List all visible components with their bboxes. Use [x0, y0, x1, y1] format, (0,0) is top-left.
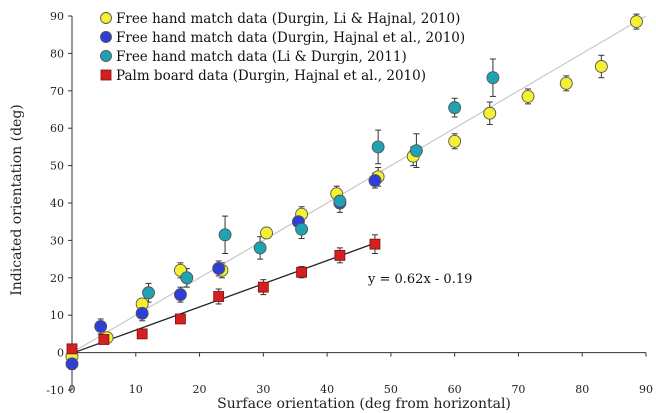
y-tick-label: 40 — [50, 197, 64, 210]
data-point-square — [98, 334, 110, 345]
data-point-circle — [218, 228, 232, 242]
data-point-circle — [253, 241, 267, 255]
y-tick-label: -10 — [46, 384, 64, 397]
data-point-circle — [135, 306, 149, 320]
legend-label: Free hand match data (Durgin, Hajnal et … — [116, 30, 465, 46]
tick-labels: -10 0 10 20 30 40 50 60 70 80 90 0 10 20 30 40 50 60 70 80 9… — [46, 10, 653, 397]
legend-label: Palm board data (Durgin, Hajnal et al., … — [116, 68, 426, 84]
x-tick-label: 60 — [448, 383, 462, 396]
legend-marker-square — [100, 69, 112, 81]
y-tick-label: 50 — [50, 160, 64, 173]
data-point-square — [175, 313, 186, 325]
data-point-circle — [448, 101, 462, 115]
data-point-circle — [142, 286, 155, 300]
data-point-square — [136, 328, 148, 340]
x-tick-label: 40 — [320, 383, 334, 396]
legend-marker-circle — [100, 50, 112, 62]
x-tick-label: 0 — [69, 383, 76, 396]
data-point-circle — [371, 140, 385, 154]
x-axis-title: Surface orientation (deg from horizontal… — [217, 396, 511, 412]
data-point-circle — [333, 194, 347, 208]
data-point-circle — [448, 134, 462, 148]
data-point-circle — [212, 262, 226, 275]
data-points — [65, 15, 643, 371]
data-point-square — [257, 281, 269, 293]
fit-line — [71, 241, 379, 354]
identity-line — [71, 15, 647, 354]
y-tick-label: 30 — [50, 234, 64, 247]
data-point-circle — [409, 144, 423, 158]
legend-marker-circle — [100, 31, 112, 43]
data-point-square — [334, 249, 346, 261]
x-tick-label: 70 — [511, 383, 525, 396]
y-tick-label: 60 — [50, 122, 64, 135]
data-point-circle — [483, 106, 497, 120]
fit-equation: y = 0.62x - 0.19 — [367, 272, 472, 287]
x-tick-label: 20 — [193, 383, 207, 396]
data-point-circle — [521, 89, 535, 103]
data-point-square — [296, 266, 308, 278]
y-tick-label: 70 — [50, 85, 64, 98]
legend-label: Free hand match data (Li & Durgin, 2011) — [116, 49, 407, 65]
data-point-circle — [594, 60, 608, 73]
data-point-square — [369, 238, 381, 250]
reference-lines — [71, 15, 647, 354]
y-tick-label: 10 — [50, 309, 64, 322]
x-tick-label: 50 — [384, 383, 398, 396]
legend-label: Free hand match data (Durgin, Li & Hajna… — [116, 11, 460, 27]
x-tick-label: 30 — [256, 383, 270, 396]
data-point-circle — [260, 226, 273, 240]
y-tick-label: 0 — [57, 347, 64, 360]
data-point-circle — [295, 222, 309, 236]
data-point-circle — [486, 71, 500, 85]
data-point-circle — [180, 271, 194, 285]
x-tick-label: 90 — [639, 383, 653, 396]
data-point-circle — [94, 319, 108, 333]
legend-marker-circle — [100, 12, 112, 24]
legend: Free hand match data (Durgin, Li & Hajna… — [100, 11, 465, 84]
data-point-circle — [368, 174, 382, 188]
data-point-square — [213, 291, 225, 302]
y-tick-label: 90 — [50, 10, 64, 23]
data-point-circle — [65, 357, 79, 371]
axes — [68, 15, 647, 391]
data-point-circle — [173, 288, 187, 302]
data-point-circle — [629, 15, 643, 29]
data-point-square — [66, 343, 78, 355]
x-tick-label: 10 — [129, 383, 143, 396]
x-tick-label: 80 — [575, 383, 589, 396]
y-tick-label: 20 — [50, 272, 64, 285]
data-point-circle — [559, 76, 573, 90]
y-axis-title: Indicated orientation (deg) — [9, 104, 25, 296]
y-tick-label: 80 — [50, 47, 64, 60]
